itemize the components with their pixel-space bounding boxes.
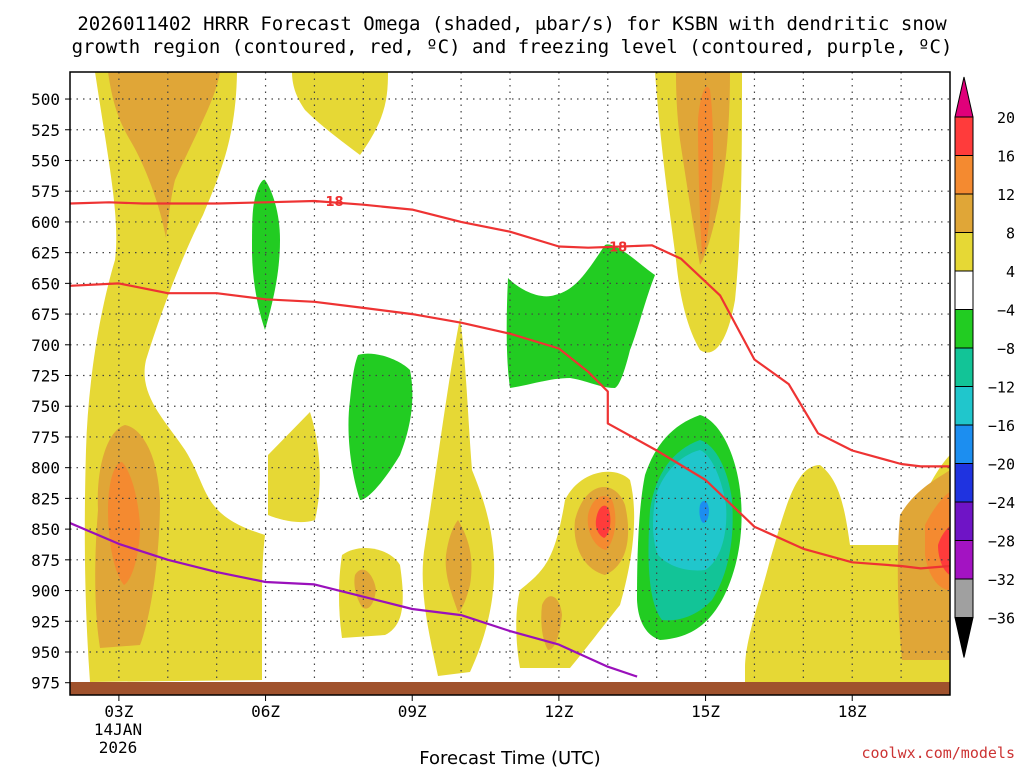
y-tick-label: 500 [31, 90, 60, 109]
omega-green-center [348, 353, 413, 500]
colorbar-band [954, 347, 974, 387]
omega-gold-left-top [108, 72, 220, 238]
colorbar-label: 12 [997, 186, 1015, 204]
x-tick-label: 12Z [544, 702, 573, 721]
contour-freezing-level [70, 521, 638, 678]
y-tick-label: 525 [31, 121, 60, 140]
x-tick-label: 09Z [398, 702, 427, 721]
omega-red-right-low [595, 505, 611, 538]
omega-orange-left [108, 462, 140, 585]
omega-region-bottom-right [745, 455, 950, 695]
colorbar-band [954, 309, 974, 349]
y-tick-label: 575 [31, 182, 60, 201]
x-tick-label: 18Z [838, 702, 867, 721]
colorbar-label: −4 [997, 302, 1015, 320]
omega-gold-center-spike [445, 520, 472, 612]
omega-gold-right-small [541, 596, 562, 650]
omega-red-bottom-right [938, 526, 950, 575]
colorbar-band [954, 386, 974, 426]
contour-lines: −18 −18 [70, 195, 950, 678]
chart-title-line-2: growth region (contoured, red, ºC) and f… [72, 36, 953, 58]
y-tick-label: 625 [31, 244, 60, 263]
colorbar-band [954, 540, 974, 580]
omega-region-top-center [292, 72, 388, 155]
y-tick-label: 775 [31, 428, 60, 447]
y-tick-label: 800 [31, 459, 60, 478]
y-axis: 500 525 550 575 600 625 650 675 700 725 750 775 800 8… [31, 90, 70, 693]
colorbar-triangle-bottom [954, 617, 974, 658]
y-tick-label: 850 [31, 520, 60, 539]
y-tick-label: 550 [31, 151, 60, 170]
colorbar-label: 8 [1006, 225, 1015, 243]
contour-label: −18 [598, 240, 627, 255]
y-tick-label: 750 [31, 397, 60, 416]
y-tick-label: 875 [31, 551, 60, 570]
colorbar-label: −8 [997, 340, 1015, 358]
contour-dgz-bottom [70, 282, 950, 570]
x-tick-label: 06Z [251, 702, 280, 721]
omega-shading [84, 72, 950, 695]
omega-region-center-spike [422, 318, 495, 676]
y-tick-label: 900 [31, 582, 60, 601]
x-date-label-year: 2026 [99, 738, 138, 757]
y-tick-label: 975 [31, 674, 60, 693]
colorbar-band [954, 578, 974, 618]
colorbar-label: −24 [988, 494, 1015, 512]
chart-title-line-1: 2026011402 HRRR Forecast Omega (shaded, … [77, 13, 947, 35]
colorbar-label: −36 [988, 610, 1015, 628]
contour-label: −18 [315, 195, 344, 210]
omega-green-upper-right [506, 244, 655, 388]
contour-dgz-top [70, 199, 950, 468]
x-tick-label: 15Z [691, 702, 720, 721]
colorbar-label: −16 [988, 417, 1015, 435]
y-tick-label: 675 [31, 305, 60, 324]
plot-frame [69, 71, 951, 696]
colorbar-band [954, 116, 974, 156]
y-tick-label: 925 [31, 612, 60, 631]
colorbar-label: −20 [988, 456, 1015, 474]
y-tick-label: 950 [31, 643, 60, 662]
colorbar-band [954, 155, 974, 195]
y-tick-label: 825 [31, 489, 60, 508]
colorbar-band [954, 270, 974, 310]
colorbar-band [954, 463, 974, 503]
omega-region-center-low [268, 412, 320, 523]
colorbar-label: −28 [988, 533, 1015, 551]
colorbar-label: 4 [1006, 263, 1015, 281]
omega-blue-right-core [699, 500, 709, 523]
credit-text: coolwx.com/models [861, 744, 1015, 762]
colorbar-label: 20 [997, 109, 1015, 127]
x-date-label-day: 14JAN [94, 720, 142, 739]
x-axis: 03Z 06Z 09Z 12Z 15Z 18Z [104, 695, 867, 721]
colorbar-band [954, 193, 974, 233]
colorbar-label: 16 [997, 148, 1015, 166]
colorbar-band [954, 232, 974, 272]
y-tick-label: 700 [31, 336, 60, 355]
colorbar-triangle-top [954, 76, 974, 118]
omega-cyan-right-core [653, 450, 727, 571]
colorbar-label: −12 [988, 379, 1015, 397]
colorbar-band [954, 501, 974, 541]
x-axis-title: Forecast Time (UTC) [419, 748, 600, 768]
x-tick-label: 03Z [104, 702, 133, 721]
colorbar-band [954, 424, 974, 464]
ground-surface [70, 682, 950, 695]
y-tick-label: 600 [31, 213, 60, 232]
colorbar-label: −32 [988, 571, 1015, 589]
y-tick-label: 650 [31, 274, 60, 293]
colorbar: 20 16 12 8 4 −4 −8 −12 −16 −20 −24 −28 −32 −36 [954, 76, 1015, 658]
y-tick-label: 725 [31, 367, 60, 386]
